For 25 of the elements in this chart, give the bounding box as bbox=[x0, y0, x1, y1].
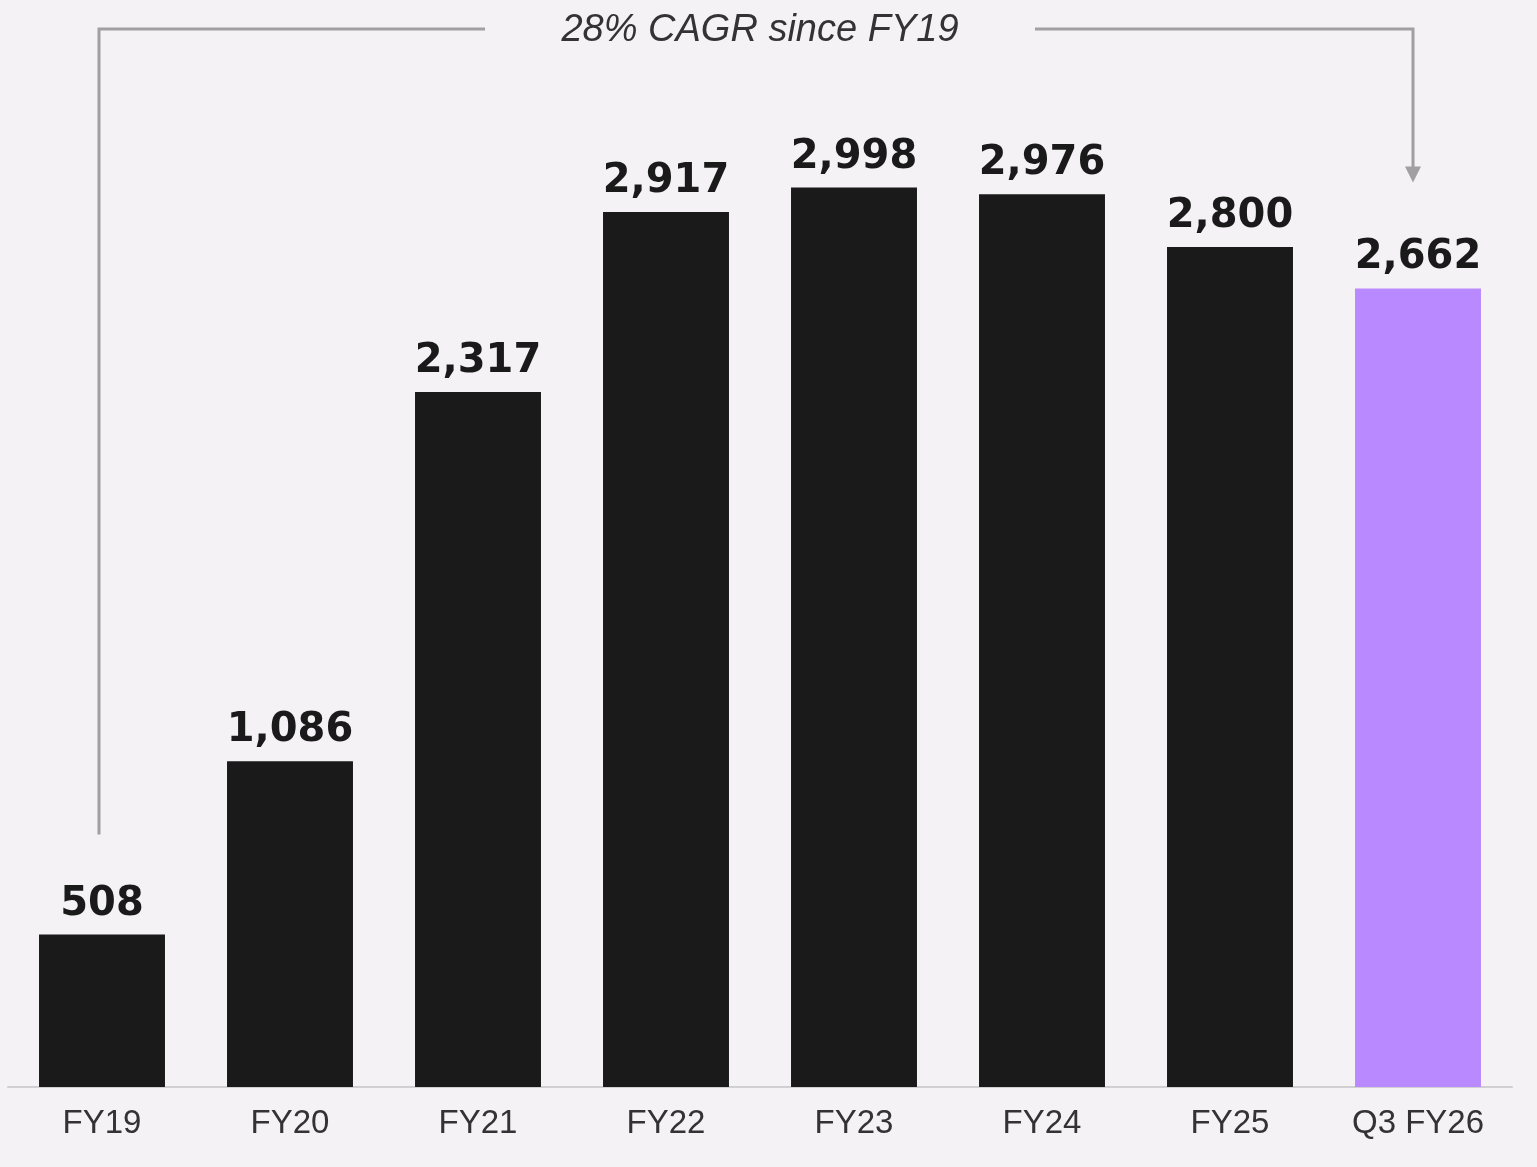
bar bbox=[39, 934, 165, 1087]
x-tick-label: FY25 bbox=[1190, 1103, 1270, 1140]
data-label: 2,976 bbox=[978, 137, 1106, 184]
x-tick-label: FY24 bbox=[1002, 1103, 1082, 1140]
x-tick-label: FY19 bbox=[62, 1103, 142, 1140]
data-label: 2,917 bbox=[602, 154, 730, 201]
x-tick-label: FY21 bbox=[438, 1103, 518, 1140]
data-label: 508 bbox=[60, 877, 144, 924]
bar bbox=[979, 194, 1105, 1087]
x-tick-label: FY20 bbox=[250, 1103, 330, 1140]
bar bbox=[603, 211, 729, 1087]
text: 28% CAGR since FY19 bbox=[560, 7, 959, 49]
bar bbox=[415, 391, 541, 1087]
data-label: 2,662 bbox=[1354, 231, 1482, 278]
data-label: 2,800 bbox=[1166, 190, 1294, 236]
x-tick-label: FY22 bbox=[626, 1103, 706, 1140]
data-label: 2,317 bbox=[414, 334, 542, 381]
x-tick-label: FY23 bbox=[814, 1103, 894, 1140]
data-label: 2,998 bbox=[790, 130, 918, 177]
bar bbox=[1167, 247, 1293, 1087]
bar bbox=[227, 761, 353, 1087]
bar bbox=[1355, 288, 1481, 1087]
data-label: 1,086 bbox=[226, 704, 354, 751]
x-tick-label: Q3 FY26 bbox=[1351, 1103, 1485, 1140]
bar bbox=[791, 187, 917, 1087]
